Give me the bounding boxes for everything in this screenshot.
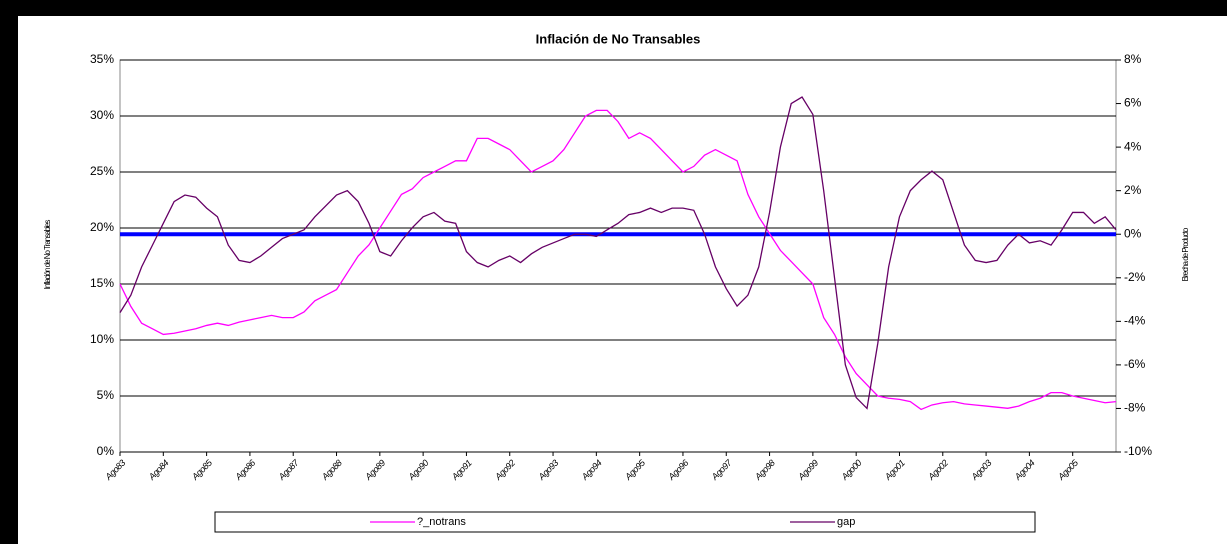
y2-tick-label: 6% [1124,96,1142,110]
y-tick-label: 35% [90,52,114,66]
y2-tick-label: -8% [1124,401,1146,415]
chart-background [18,16,1227,544]
y2-axis-label: Brecha de Producto [1181,227,1190,281]
y2-tick-label: 0% [1124,226,1142,240]
chart-title: Inflación de No Transables [536,31,701,46]
y2-tick-label: 8% [1124,52,1142,66]
y-tick-label: 10% [90,332,114,346]
y-tick-label: 30% [90,108,114,122]
y-tick-label: 15% [90,276,114,290]
y2-tick-label: 2% [1124,183,1142,197]
y-tick-label: 0% [97,444,115,458]
series-line [119,96,1117,410]
series-line [119,109,1117,411]
y2-tick-label: -6% [1124,357,1146,371]
y-tick-label: 5% [97,388,115,402]
y-axis-label: Inflación de No Transables [43,220,52,290]
y2-tick-label: 4% [1124,139,1142,153]
legend-box [214,511,1036,533]
y2-tick-label: -2% [1124,270,1146,284]
legend-label: ?_notrans [417,516,466,528]
y2-tick-label: -4% [1124,314,1146,328]
y2-tick-label: -10% [1124,444,1152,458]
y-tick-label: 25% [90,164,114,178]
y-tick-label: 20% [90,220,114,234]
legend-label: gap [837,516,855,528]
